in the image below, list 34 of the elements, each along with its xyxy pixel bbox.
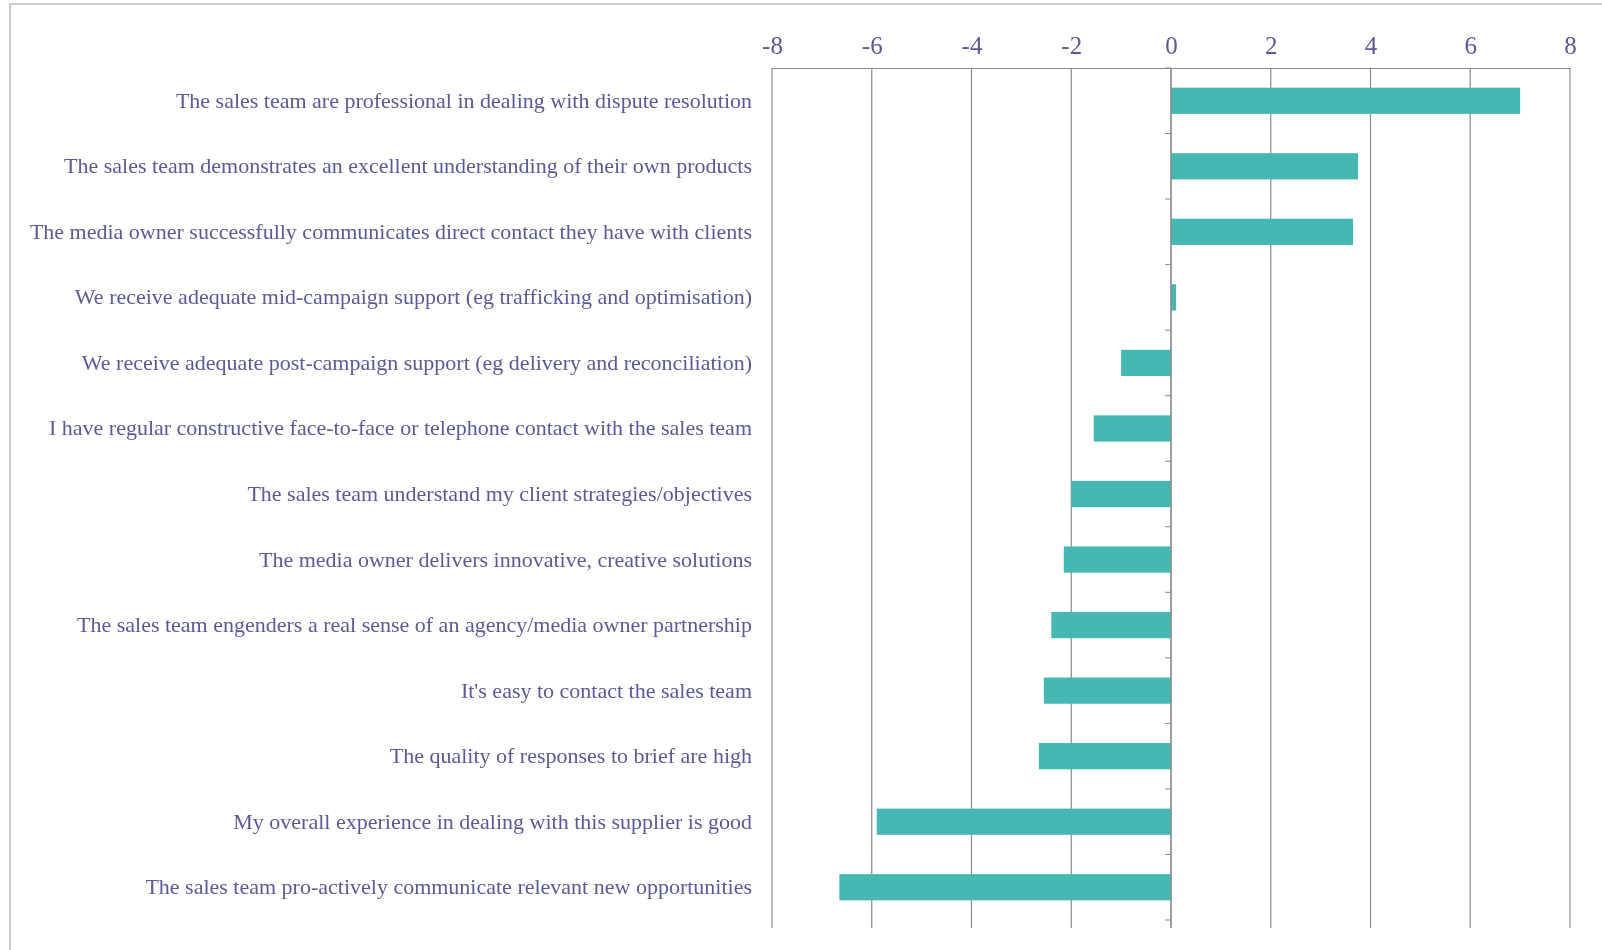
bar	[1093, 415, 1171, 442]
bar	[1121, 349, 1171, 377]
x-tick-label: -8	[762, 32, 783, 59]
bar	[1043, 677, 1171, 704]
bar	[1051, 611, 1171, 639]
y-tick-label: It's easy to contact the sales team	[460, 677, 752, 703]
y-tick-label: My overall experience in dealing with this supplier is good	[233, 808, 752, 834]
bar	[1171, 87, 1521, 114]
bar	[1171, 153, 1359, 180]
x-tick-label: 2	[1265, 32, 1278, 59]
y-tick-label: The media owner delivers innovative, creative solutions	[258, 546, 752, 572]
y-tick-label: The sales team demonstrates an excellent understanding of their own products	[64, 153, 752, 179]
y-tick-label: The sales team engenders a real sense of an agency/media owner partnership	[77, 612, 752, 638]
x-tick-label: 0	[1165, 32, 1178, 59]
bar	[876, 808, 1171, 835]
y-tick-label: The quality of responses to brief are high	[389, 743, 752, 769]
y-tick-label: We receive adequate post-campaign support (eg delivery and reconciliation)	[81, 349, 752, 375]
bar	[1063, 546, 1171, 573]
x-tick-label: -2	[1061, 32, 1083, 59]
y-tick-label: The sales team pro-actively communicate relevant new opportunities	[145, 874, 752, 900]
x-tick-label: 8	[1564, 32, 1577, 59]
y-tick-label: The sales team understand my client strategies/objectives	[247, 481, 752, 506]
y-tick-label: The sales team are professional in dealing with dispute resolution	[175, 87, 752, 113]
x-tick-label: 6	[1464, 32, 1477, 59]
x-tick-label: 4	[1364, 32, 1378, 59]
bar	[1171, 218, 1354, 245]
bar	[1038, 743, 1171, 770]
bar	[839, 874, 1171, 901]
bar	[1071, 480, 1171, 508]
x-tick-label: -6	[861, 32, 883, 59]
y-tick-label: The media owner successfully communicates direct contact they have with clients	[29, 218, 752, 244]
y-tick-label: We receive adequate mid-campaign support (eg trafficking and optimisation)	[74, 284, 752, 310]
y-tick-label: I have regular constructive face-to-face or telephone contact with the sales team	[48, 415, 752, 441]
x-tick-label: -4	[961, 32, 983, 59]
